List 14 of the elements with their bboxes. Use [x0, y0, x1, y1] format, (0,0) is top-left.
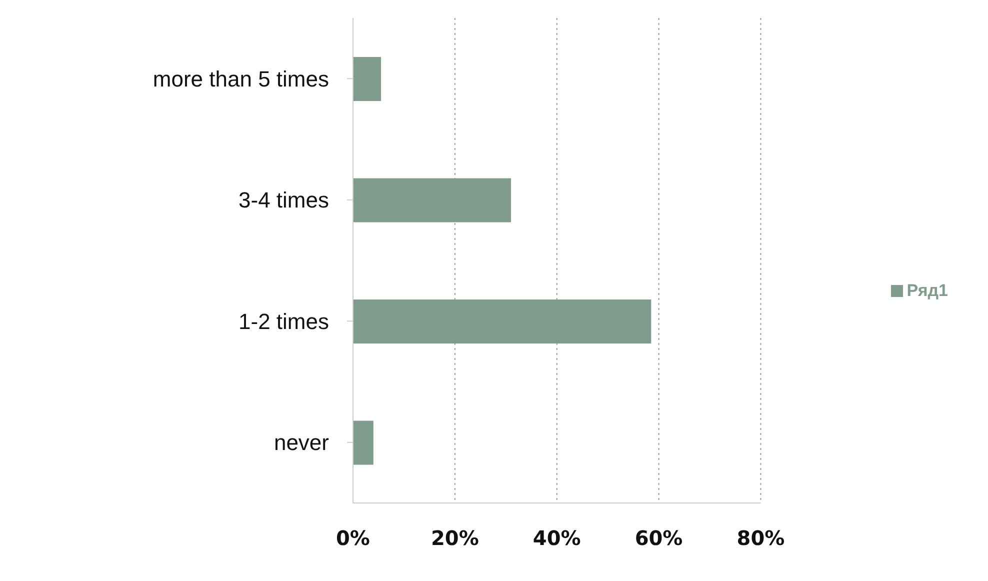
x-tick-label: 40% — [532, 526, 581, 550]
bar — [353, 178, 511, 222]
x-tick-label: 0% — [336, 526, 370, 550]
y-tick-label: never — [274, 430, 329, 456]
y-tick-label: 3-4 times — [238, 188, 329, 213]
y-tick-label: 1-2 times — [238, 308, 329, 334]
x-tick-label: 80% — [736, 526, 785, 550]
legend-label: Ряд1 — [906, 280, 948, 300]
bar — [353, 420, 374, 465]
bar — [353, 57, 382, 101]
x-tick-label: 60% — [634, 526, 683, 550]
x-tick-label: 20% — [430, 526, 479, 550]
bar — [353, 300, 652, 344]
y-tick-label: more than 5 times — [152, 66, 329, 92]
